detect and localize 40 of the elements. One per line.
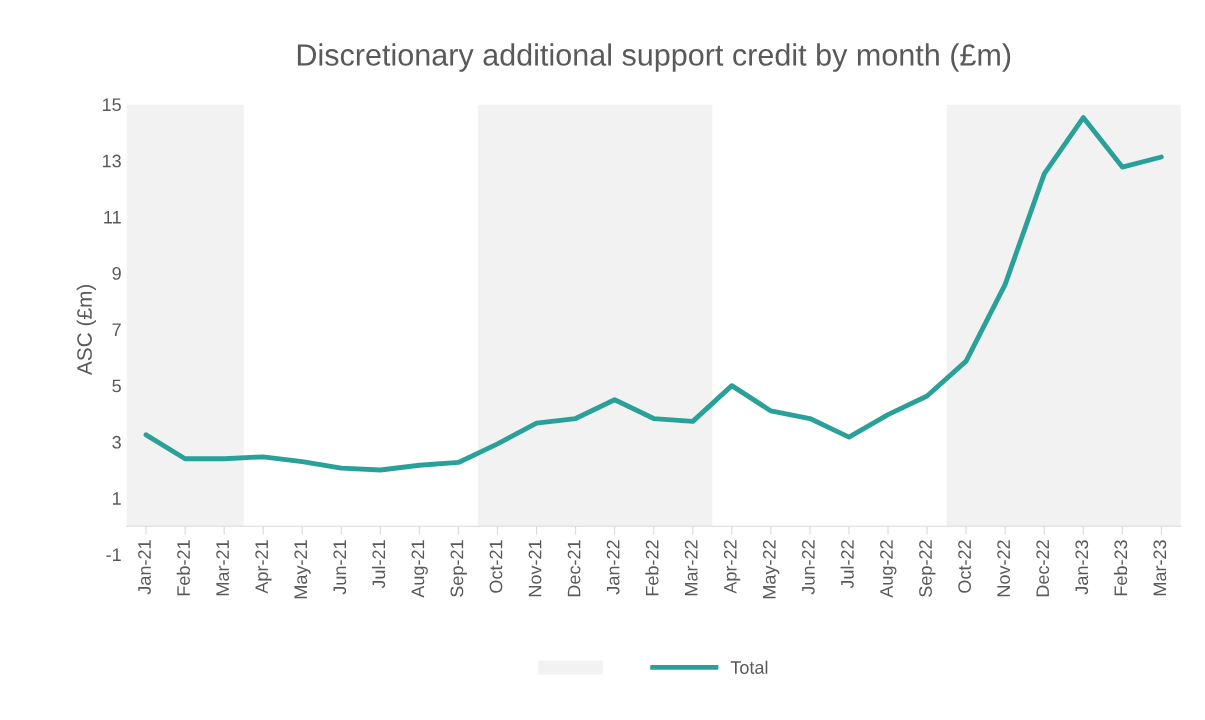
x-tick-label: Sep-22 (919, 540, 936, 597)
x-tick-label: Jul-22 (840, 540, 854, 589)
x-tick-label: Apr-21 (255, 540, 272, 594)
x-tick-label: Jun-22 (801, 540, 815, 595)
x-tick-label: Jun-21 (333, 540, 347, 595)
x-tick-label: Jan-22 (606, 540, 620, 595)
y-tick-label: 13 (102, 154, 121, 168)
y-tick-label: 11 (104, 211, 121, 224)
y-tick-label: 7 (112, 323, 121, 336)
chart-title: Discretionary additional support credit by month (£m) (297, 43, 1011, 72)
x-tick-label: Mar-21 (216, 540, 229, 596)
x-tick-label: Jan-23 (1075, 540, 1089, 595)
x-tick-label: Apr-22 (723, 540, 741, 594)
x-tick-label: Oct-21 (489, 540, 503, 593)
x-tick-label: Feb-23 (1113, 540, 1128, 596)
y-tick-label: 15 (102, 98, 121, 112)
y-tick-label: 9 (112, 267, 121, 280)
x-tick-label: May-21 (294, 540, 311, 599)
x-tick-label: Dec-22 (1036, 540, 1050, 597)
line-series (143, 115, 1164, 473)
x-tick-label: Mar-23 (1153, 540, 1167, 596)
x-tick-label: Sep-21 (450, 540, 467, 597)
y-tick-label: 1 (113, 492, 121, 505)
x-tick-label: Jul-21 (371, 540, 386, 589)
y-tick-label: -1 (106, 548, 121, 561)
x-tick-label: Aug-22 (880, 540, 897, 598)
x-tick-label: Nov-21 (528, 540, 542, 597)
y-tick-label: 3 (112, 435, 121, 449)
x-tick-label: Jan-21 (138, 540, 151, 595)
x-tick-label: Feb-21 (176, 540, 190, 596)
x-tick-label: Nov-22 (997, 540, 1011, 597)
x-tick-label: Mar-22 (684, 540, 698, 596)
x-tick-label: Aug-21 (411, 540, 428, 598)
x-tick-label: Feb-22 (645, 540, 659, 596)
legend-label: Total (730, 660, 768, 674)
x-tick-label: Oct-22 (958, 540, 971, 593)
y-axis-title: ASC (£m) (76, 284, 97, 376)
y-tick-label: 5 (112, 379, 121, 393)
x-tick-label: Dec-21 (567, 540, 581, 597)
x-tick-label: May-22 (762, 540, 780, 599)
